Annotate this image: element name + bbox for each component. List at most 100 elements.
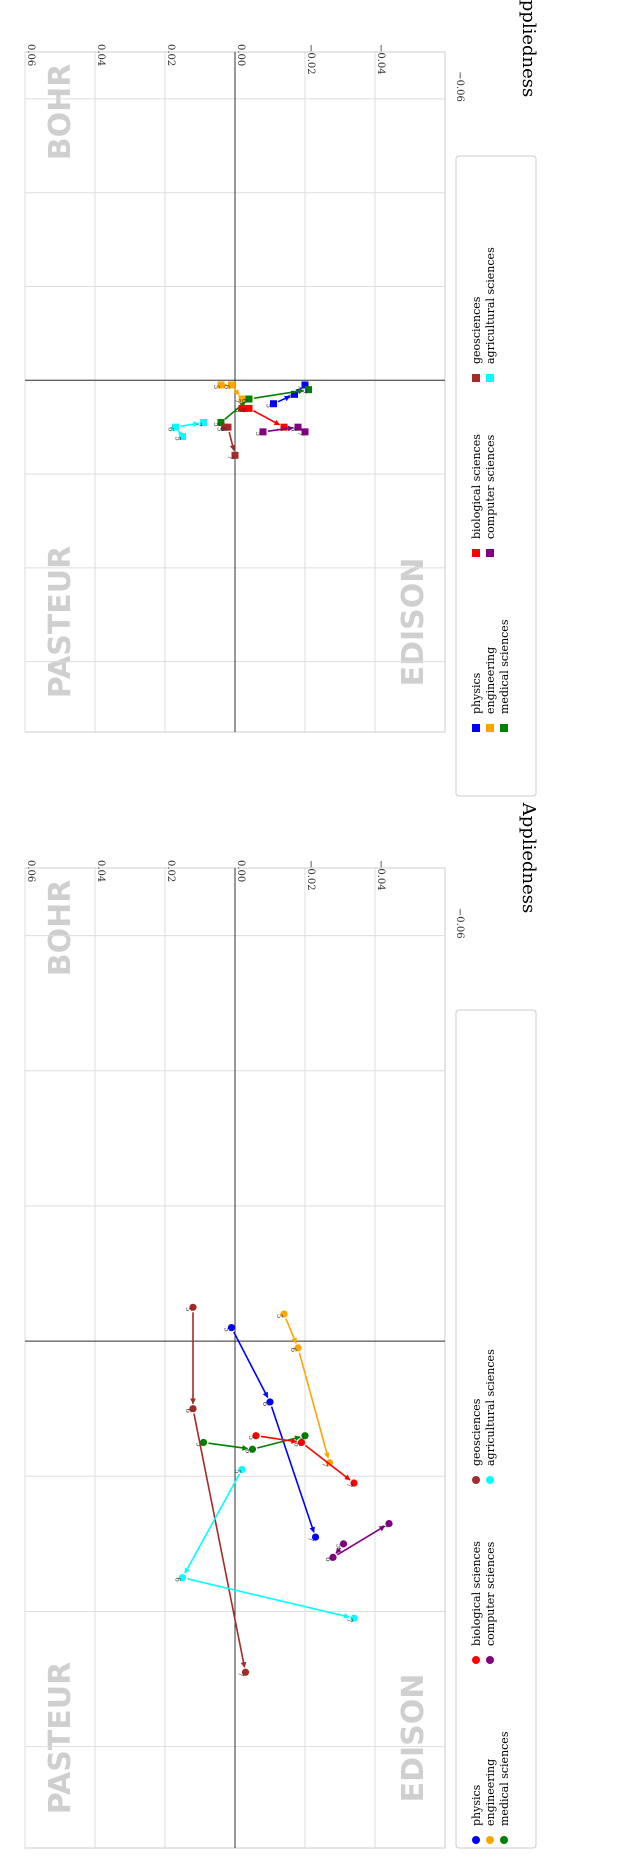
legend-marker xyxy=(500,724,508,732)
point-label: 5 xyxy=(254,432,262,436)
chart-panel-1: PASTEUR BOHR EDISON −0.06 −0.04 −0.02 0.00 0.02… xyxy=(24,802,539,1849)
quadrant-label-edison: EDISON xyxy=(396,1674,431,1803)
y-tick-label: −0.04 xyxy=(375,44,386,75)
data-point xyxy=(178,1574,187,1582)
legend-entry: computer sciences xyxy=(484,434,497,539)
series-agricultural-sciences: 5 6 7 xyxy=(174,1465,358,1622)
trajectory-arrow xyxy=(193,1413,247,1668)
y-tick-label: −0.02 xyxy=(305,860,316,891)
data-point xyxy=(294,1344,302,1352)
point-label: 6 xyxy=(174,1577,182,1582)
y-tick-label: 0.00 xyxy=(235,44,246,66)
point-label: 6 xyxy=(240,399,248,404)
point-label: 7 xyxy=(296,385,304,389)
legend-marker xyxy=(472,1476,480,1484)
y-tick-label: 0.06 xyxy=(25,860,36,882)
trajectory-arrow xyxy=(187,1578,350,1619)
data-point xyxy=(172,423,179,431)
data-point xyxy=(301,428,309,436)
point-label: 7 xyxy=(321,1463,329,1467)
point-label: 7 xyxy=(296,1435,304,1439)
data-point xyxy=(350,1614,358,1622)
data-point xyxy=(179,433,186,441)
quadrant-label-bohr: BOHR xyxy=(43,880,78,977)
point-label: 5 xyxy=(216,427,224,431)
trajectory-arrow xyxy=(260,1435,298,1444)
data-point xyxy=(291,390,298,398)
point-label: 6 xyxy=(286,394,294,399)
data-point xyxy=(280,423,288,431)
point-label: 7 xyxy=(296,432,304,436)
point-label: 6 xyxy=(293,1442,301,1447)
legend-entry: physics xyxy=(470,1784,483,1826)
trajectory-arrow xyxy=(270,1406,315,1533)
series-geosciences: 56 7 xyxy=(216,423,239,460)
quadrant-label-bohr: BOHR xyxy=(43,64,78,161)
point-label: 6 xyxy=(289,427,297,432)
point-label: 7 xyxy=(233,399,241,403)
y-tick-label: 0.00 xyxy=(235,860,246,882)
trajectory-arrow xyxy=(180,421,200,428)
point-label: 7 xyxy=(195,422,203,426)
legend-entry: geosciences xyxy=(470,1398,483,1466)
y-tick-label: 0.04 xyxy=(95,44,106,66)
data-point xyxy=(241,1668,250,1676)
point-label: 6 xyxy=(324,1557,332,1562)
chart-panel-2: PASTEUR BOHR EDISON −0.06 −0.04 −0.02 0.00 0.02… xyxy=(24,0,539,797)
data-point xyxy=(238,1465,246,1474)
legend-entry: engineering xyxy=(484,647,497,714)
series-agricultural-sciences: 5 6 7 xyxy=(167,418,207,441)
trajectory-arrow xyxy=(253,410,281,426)
point-label: 6 xyxy=(289,1348,297,1353)
series-engineering: 567 xyxy=(275,1310,334,1467)
legend-entry: biological sciences xyxy=(470,1541,483,1646)
legend-marker xyxy=(486,549,494,557)
trajectory-arrow xyxy=(304,1444,351,1481)
data-point xyxy=(238,395,246,403)
point-label: 6 xyxy=(184,1408,192,1413)
trajectory-arrow xyxy=(335,1547,342,1554)
legend-entry: biological sciences xyxy=(470,434,483,539)
point-label: 6 xyxy=(167,427,175,432)
data-point xyxy=(297,1438,306,1447)
trajectory-arrow xyxy=(184,1473,241,1574)
point-label: 7 xyxy=(300,389,308,393)
point-label: 5 xyxy=(184,1307,192,1311)
point-label: 5 xyxy=(223,1327,231,1331)
y-tick-label: −0.04 xyxy=(375,860,386,891)
series-engineering: 5 67 xyxy=(212,381,246,403)
trajectory-arrow xyxy=(177,430,184,438)
legend-box xyxy=(455,1009,537,1849)
data-point xyxy=(200,418,207,426)
point-label: 5 xyxy=(212,385,220,389)
x-axis-title: Appliedness xyxy=(518,802,539,913)
data-point xyxy=(199,1438,208,1447)
series-computer-sciences: 5 67 xyxy=(254,423,309,436)
point-label: 7 xyxy=(307,1537,315,1541)
data-point xyxy=(189,1303,197,1311)
legend-marker xyxy=(500,1836,508,1844)
legend-marker xyxy=(486,724,494,732)
legend-marker xyxy=(472,549,480,557)
legend-box xyxy=(455,155,537,797)
legend: physics engineering medical sciences biolog… xyxy=(455,1009,537,1849)
trajectory-arrow xyxy=(298,1352,330,1459)
series-physics: 5 6 7 xyxy=(223,1323,320,1541)
data-point xyxy=(245,395,253,403)
trajectory-arrow xyxy=(336,1525,386,1556)
legend-marker xyxy=(486,1476,494,1484)
data-point xyxy=(305,386,312,394)
y-tick-label: 0.04 xyxy=(95,860,106,882)
data-point xyxy=(270,400,277,408)
data-point xyxy=(350,1479,358,1487)
legend-entry: engineering xyxy=(484,1759,497,1826)
legend-entry: medical sciences xyxy=(498,1731,511,1826)
legend-entry: computer sciences xyxy=(484,1541,497,1646)
legend-entry: physics xyxy=(470,672,483,714)
legend: physics engineering medical sciences biolog… xyxy=(455,155,537,797)
legend-marker xyxy=(486,1656,494,1664)
legend-marker xyxy=(472,1836,480,1844)
legend-marker xyxy=(472,724,480,732)
data-point xyxy=(294,423,302,431)
trajectory-arrow xyxy=(228,431,236,452)
